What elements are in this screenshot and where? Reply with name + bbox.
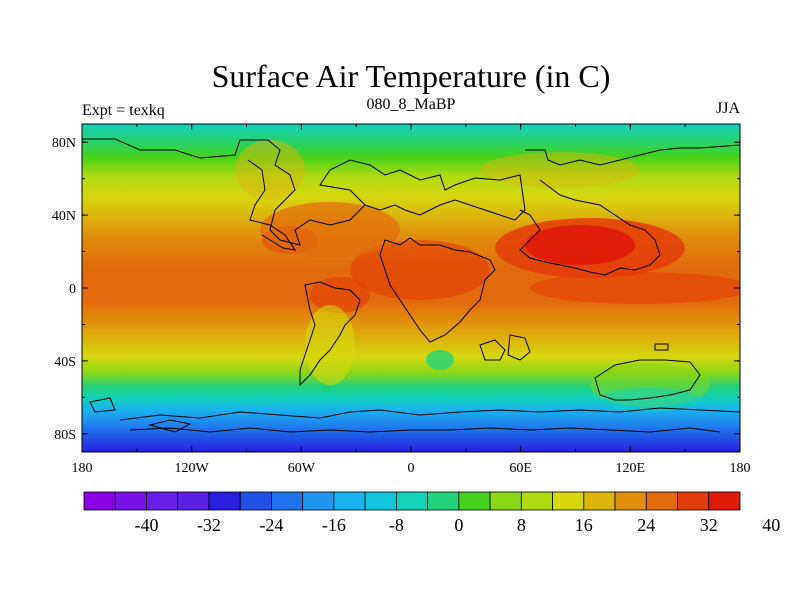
colorbar-swatch xyxy=(583,491,616,511)
lon-tick-label: 60W xyxy=(288,461,316,476)
coastlines xyxy=(82,138,740,433)
colorbar-swatch xyxy=(489,491,522,511)
colorbar-swatch xyxy=(364,491,397,511)
colorbar-swatch xyxy=(614,491,647,511)
lon-tick-label: 180 xyxy=(72,461,93,476)
colorbar-label: 40 xyxy=(762,515,780,535)
lat-tick-label: 40S xyxy=(54,355,76,370)
colorbar-swatch xyxy=(552,491,585,511)
colorbar-swatch xyxy=(208,491,241,511)
lon-tick-label: 0 xyxy=(408,461,415,476)
colorbar-swatch xyxy=(427,491,460,511)
colorbar-label: 0 xyxy=(454,515,463,535)
colorbar-label: -16 xyxy=(322,515,346,535)
colorbar-swatch xyxy=(271,491,304,511)
colorbar-label: 16 xyxy=(575,515,593,535)
colorbar-swatch xyxy=(146,491,179,511)
lon-tick-label: 120E xyxy=(616,461,646,476)
lon-tick-label: 60E xyxy=(509,461,532,476)
colorbar-swatch xyxy=(83,491,116,511)
colorbar-label: -40 xyxy=(134,515,158,535)
lon-tick-label: 180 xyxy=(730,461,751,476)
colorbar-label: 24 xyxy=(637,515,655,535)
lon-tick-label: 120W xyxy=(175,461,210,476)
colorbar-swatch xyxy=(677,491,710,511)
colorbar-swatch xyxy=(333,491,366,511)
colorbar-swatch xyxy=(114,491,147,511)
temperature-field xyxy=(82,124,740,452)
colorbar-swatch xyxy=(239,491,272,511)
colorbar-swatch xyxy=(708,491,741,511)
colorbar-swatch xyxy=(520,491,553,511)
colorbar: -40 -32 -24 -16 -8 0 8 16 24 32 40 xyxy=(83,491,780,535)
plot-title: Surface Air Temperature (in C) xyxy=(211,58,611,94)
experiment-label: Expt = texkq xyxy=(82,102,165,119)
lat-tick-label: 40N xyxy=(52,209,76,224)
lat-tick-label: 80S xyxy=(54,428,76,443)
longitude-axis: 180 120W 60W 0 60E 120E 180 xyxy=(72,124,751,476)
lat-tick-label: 0 xyxy=(69,282,76,297)
colorbar-swatch xyxy=(302,491,335,511)
colorbar-swatch xyxy=(177,491,210,511)
colorbar-label: 32 xyxy=(700,515,718,535)
colorbar-label: -32 xyxy=(197,515,221,535)
colorbar-swatch xyxy=(645,491,678,511)
season-label: JJA xyxy=(715,100,740,117)
latitude-axis: 80N 40N 0 40S 80S xyxy=(52,136,740,443)
colorbar-label: -24 xyxy=(259,515,283,535)
colorbar-label: -8 xyxy=(389,515,404,535)
period-label: 080_8_MaBP xyxy=(366,96,456,113)
colorbar-swatch xyxy=(458,491,491,511)
colorbar-swatch xyxy=(395,491,429,511)
lat-tick-label: 80N xyxy=(52,136,76,151)
colorbar-label: 8 xyxy=(517,515,526,535)
